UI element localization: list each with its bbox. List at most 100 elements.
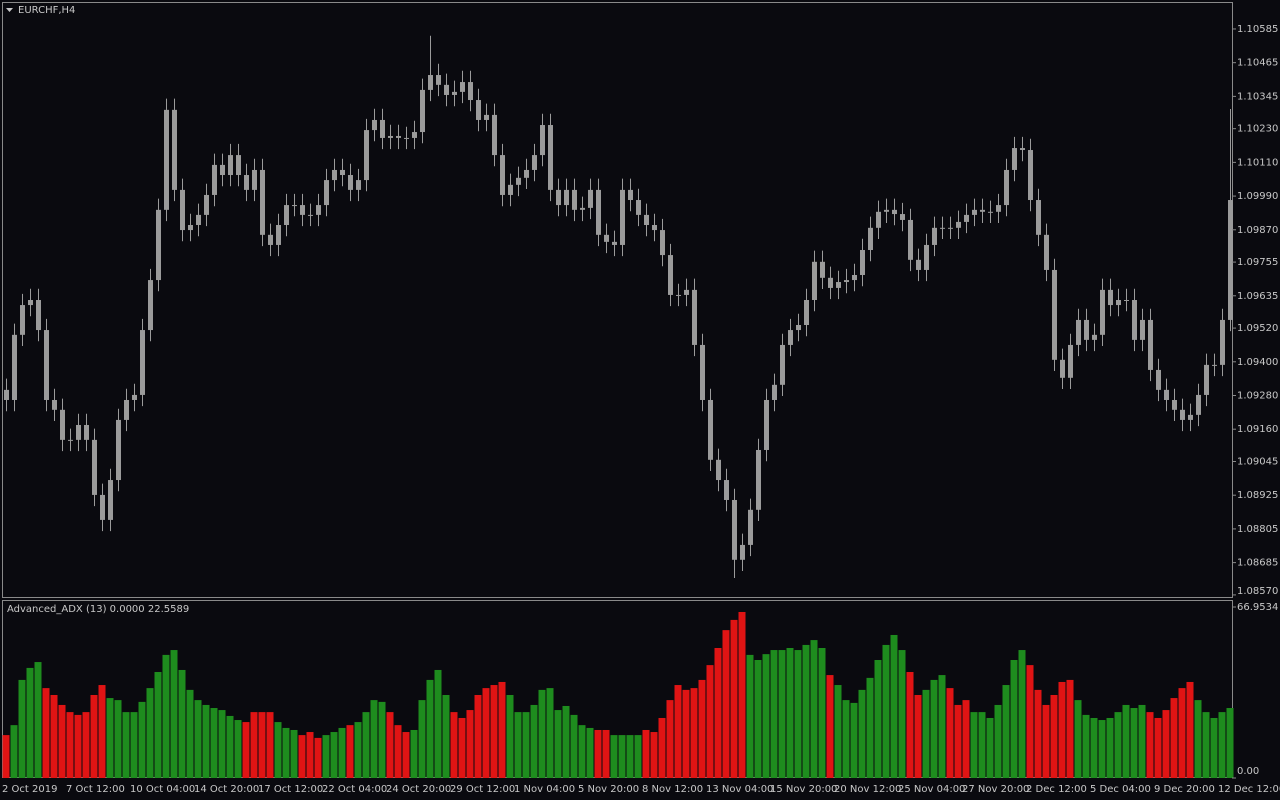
candle-body: [164, 109, 169, 210]
candle-body: [404, 137, 409, 139]
adx-bar: [146, 688, 154, 778]
adx-bar: [378, 701, 386, 778]
adx-bar: [1034, 689, 1042, 778]
y-tick-label: 1.09280: [1237, 390, 1278, 401]
candle-body: [740, 544, 745, 560]
adx-bar: [818, 648, 826, 778]
adx-bar: [234, 720, 242, 778]
candle-body: [156, 209, 161, 281]
candle-body: [596, 189, 601, 235]
candle-body: [356, 180, 361, 190]
adx-bar: [394, 725, 402, 778]
candle-body: [708, 399, 713, 460]
candle-body: [372, 119, 377, 131]
candle-body: [412, 132, 417, 138]
adx-bar: [178, 669, 186, 778]
candle-body: [1020, 148, 1025, 151]
candle-body: [980, 209, 985, 212]
candle-body: [1068, 344, 1073, 378]
candle-body: [1212, 364, 1217, 366]
adx-bar: [802, 644, 810, 778]
candle-body: [380, 119, 385, 138]
candle-body: [1060, 359, 1065, 378]
candle-body: [924, 244, 929, 270]
adx-bar: [930, 679, 938, 778]
adx-bar: [994, 704, 1002, 778]
candle-body: [788, 330, 793, 345]
candle-body: [604, 234, 609, 242]
y-tick-label: 1.08570: [1237, 586, 1278, 597]
adx-bar: [794, 650, 802, 778]
candle-body: [420, 89, 425, 133]
adx-bar: [1210, 717, 1218, 778]
adx-bar: [266, 712, 274, 778]
candle-body: [476, 100, 481, 120]
candle-body: [76, 424, 81, 440]
candle-body: [324, 180, 329, 206]
candle-body: [252, 169, 257, 190]
candle-body: [148, 280, 153, 331]
adx-bar: [282, 727, 290, 778]
candle-body: [756, 449, 761, 510]
candle-body: [1004, 169, 1009, 206]
adx-bar: [274, 722, 282, 778]
adx-bar: [650, 732, 658, 778]
candle-body: [948, 227, 953, 229]
adx-bar: [738, 611, 746, 778]
candle-body: [92, 439, 97, 495]
candle-body: [716, 459, 721, 481]
x-tick-label: 7 Oct 12:00: [66, 784, 125, 795]
candle-body: [1012, 148, 1017, 170]
y-tick-label: 1.09755: [1237, 257, 1278, 268]
adx-bar: [1106, 717, 1114, 778]
adx-bar: [570, 714, 578, 778]
candle-body: [516, 177, 521, 185]
symbol-menu-arrow[interactable]: [6, 8, 13, 12]
adx-bar: [474, 694, 482, 778]
candle-body: [1156, 369, 1161, 390]
adx-bar: [458, 717, 466, 778]
candle-body: [988, 211, 993, 213]
adx-bar: [218, 710, 226, 778]
adx-bar: [1146, 712, 1154, 778]
x-tick-label: 24 Oct 20:00: [386, 784, 451, 795]
adx-bar: [826, 675, 834, 778]
candle-body: [876, 211, 881, 228]
candle-body: [748, 509, 753, 545]
candle-body: [1076, 319, 1081, 345]
adx-bar: [898, 650, 906, 778]
candle-body: [932, 227, 937, 245]
adx-bar: [370, 700, 378, 778]
candle-body: [132, 394, 137, 400]
adx-bar: [226, 715, 234, 778]
candle-body: [796, 324, 801, 331]
adx-bar: [658, 717, 666, 778]
adx-bar: [1026, 665, 1034, 778]
y-tick-label: 1.09635: [1237, 291, 1278, 302]
candle-body: [916, 259, 921, 270]
candle-body: [396, 135, 401, 138]
adx-bar: [586, 727, 594, 778]
adx-bar: [26, 667, 34, 778]
x-tick-label: 17 Oct 12:00: [258, 784, 323, 795]
adx-bar: [1114, 712, 1122, 778]
adx-bar: [1162, 710, 1170, 778]
adx-bar: [890, 634, 898, 778]
adx-bar: [1138, 704, 1146, 778]
adx-bar: [1098, 720, 1106, 778]
candle-body: [1188, 414, 1193, 420]
candle-body: [460, 82, 465, 92]
adx-bar: [698, 679, 706, 778]
adx-bar: [18, 679, 26, 778]
adx-bar: [554, 710, 562, 778]
adx-bar: [410, 729, 418, 778]
candle-body: [772, 384, 777, 400]
x-tick-label: 1 Nov 04:00: [514, 784, 575, 795]
y-tick-label: 1.09160: [1237, 424, 1278, 435]
adx-bar: [1122, 704, 1130, 778]
x-tick-label: 5 Dec 04:00: [1090, 784, 1151, 795]
candle-body: [828, 277, 833, 288]
candle-body: [820, 261, 825, 278]
